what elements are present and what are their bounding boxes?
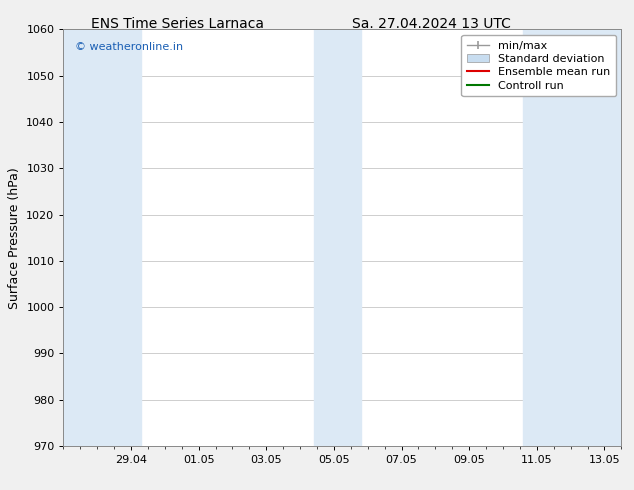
Text: Sa. 27.04.2024 13 UTC: Sa. 27.04.2024 13 UTC xyxy=(352,17,510,31)
Bar xyxy=(314,29,361,446)
Bar xyxy=(523,29,621,446)
Text: © weatheronline.in: © weatheronline.in xyxy=(75,42,183,52)
Y-axis label: Surface Pressure (hPa): Surface Pressure (hPa) xyxy=(8,167,21,309)
Legend: min/max, Standard deviation, Ensemble mean run, Controll run: min/max, Standard deviation, Ensemble me… xyxy=(462,35,616,96)
Bar xyxy=(63,29,141,446)
Text: ENS Time Series Larnaca: ENS Time Series Larnaca xyxy=(91,17,264,31)
